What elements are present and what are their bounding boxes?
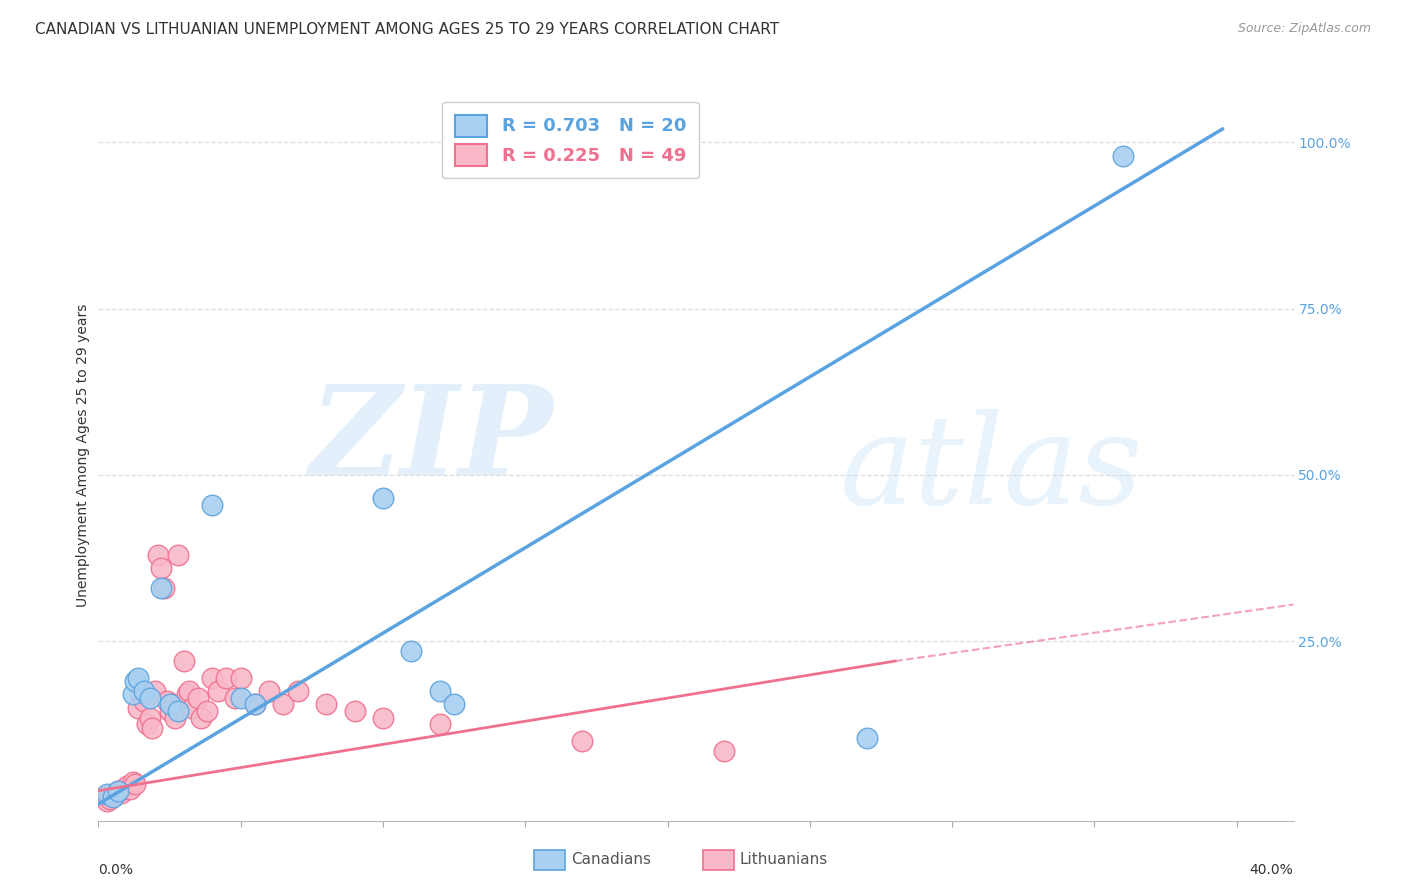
Text: 40.0%: 40.0% [1250, 863, 1294, 877]
Point [429, 684, 451, 698]
Point [156, 694, 179, 708]
Point [371, 491, 394, 505]
Text: atlas: atlas [839, 409, 1143, 531]
Point [429, 717, 451, 731]
Point [127, 700, 149, 714]
Point [118, 781, 141, 796]
Point [98, 792, 121, 806]
Point [224, 690, 246, 705]
Point [96, 794, 118, 808]
Point [104, 789, 127, 803]
Point [162, 698, 184, 712]
Point [229, 690, 252, 705]
Point [713, 744, 735, 758]
Point [143, 684, 166, 698]
Point [107, 783, 129, 797]
Point [176, 687, 198, 701]
Point [153, 581, 176, 595]
Point [343, 704, 366, 718]
Legend: R = 0.703   N = 20, R = 0.225   N = 49: R = 0.703 N = 20, R = 0.225 N = 49 [441, 102, 699, 178]
Point [138, 710, 160, 724]
Point [150, 581, 173, 595]
Text: CANADIAN VS LITHUANIAN UNEMPLOYMENT AMONG AGES 25 TO 29 YEARS CORRELATION CHART: CANADIAN VS LITHUANIAN UNEMPLOYMENT AMON… [35, 22, 779, 37]
Point [124, 673, 146, 688]
Point [148, 548, 170, 562]
Point [127, 671, 149, 685]
Point [207, 684, 229, 698]
Point [179, 684, 201, 698]
Text: 0.0%: 0.0% [98, 863, 134, 877]
Y-axis label: Unemployment Among Ages 25 to 29 years: Unemployment Among Ages 25 to 29 years [76, 303, 90, 607]
Text: Lithuanians: Lithuanians [740, 853, 828, 867]
Point [132, 684, 155, 698]
Point [167, 704, 190, 718]
Point [110, 786, 132, 800]
Point [121, 687, 143, 701]
Point [129, 687, 152, 701]
Point [96, 787, 118, 801]
Point [273, 698, 295, 712]
Point [124, 777, 146, 791]
Point [93, 790, 115, 805]
Point [121, 775, 143, 789]
Text: Source: ZipAtlas.com: Source: ZipAtlas.com [1237, 22, 1371, 36]
Point [243, 698, 266, 712]
Point [287, 684, 309, 698]
Point [115, 779, 138, 793]
Point [229, 671, 252, 685]
Point [138, 690, 160, 705]
Point [141, 721, 163, 735]
Point [571, 734, 593, 748]
Point [165, 710, 187, 724]
Point [173, 654, 195, 668]
Text: Canadians: Canadians [571, 853, 651, 867]
Point [215, 671, 238, 685]
Point [257, 684, 280, 698]
Point [371, 710, 394, 724]
Point [135, 717, 157, 731]
Point [101, 787, 124, 801]
Point [132, 694, 155, 708]
Point [112, 781, 135, 796]
Point [1112, 149, 1135, 163]
Point [315, 698, 337, 712]
Point [855, 731, 877, 745]
Point [201, 671, 224, 685]
Point [243, 698, 266, 712]
Point [401, 644, 423, 658]
Point [159, 698, 181, 712]
Point [195, 704, 218, 718]
Point [150, 561, 173, 575]
Text: ZIP: ZIP [309, 379, 553, 501]
Point [107, 783, 129, 797]
Point [101, 790, 124, 805]
Point [181, 700, 204, 714]
Point [159, 704, 181, 718]
Point [167, 548, 190, 562]
Point [190, 710, 212, 724]
Point [443, 698, 465, 712]
Point [201, 498, 224, 512]
Point [187, 690, 209, 705]
